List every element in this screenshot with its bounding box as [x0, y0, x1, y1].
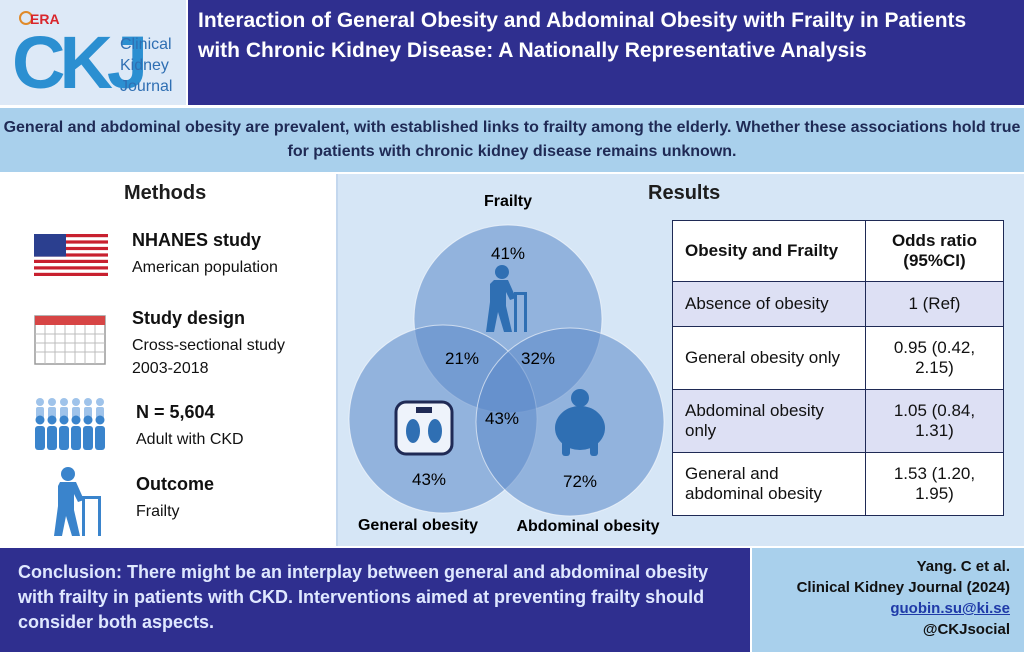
venn-pct-frailty-abdominal: 32%	[521, 349, 555, 368]
odds-ratio-table: Obesity and Frailty Odds ratio (95%CI) A…	[672, 220, 1005, 516]
table-cell-or: 0.95 (0.42, 2.15)	[864, 326, 1005, 390]
method-heading-nhanes: NHANES study	[132, 230, 262, 250]
us-flag-icon	[34, 234, 108, 276]
intro-text: General and abdominal obesity are preval…	[3, 119, 1021, 160]
venn-obese-icon	[555, 389, 605, 456]
page-title: Interaction of General Obesity and Abdom…	[198, 9, 967, 62]
journal-name-line-2: Kidney	[120, 57, 169, 74]
table-cell-group: General obesity only	[672, 326, 866, 390]
conclusion-banner: Conclusion: There might be an interplay …	[0, 548, 750, 652]
method-detail-nhanes: American population	[132, 259, 278, 276]
venn-pct-abdominal-only: 72%	[563, 472, 597, 491]
table-cell-group: General and abdominal obesity	[672, 452, 866, 516]
methods-title: Methods	[124, 182, 207, 204]
method-heading-sample: N = 5,604	[136, 402, 215, 422]
method-detail-design-2: 2003-2018	[132, 360, 209, 377]
venn-pct-all-three: 43%	[485, 409, 519, 428]
venn-pct-frailty-only: 41%	[491, 244, 525, 263]
venn-frailty-icon	[486, 265, 527, 332]
people-icon	[35, 398, 105, 450]
journal-name-line-1: Clinical	[120, 36, 172, 53]
citation-box: Yang. C et al. Clinical Kidney Journal (…	[752, 548, 1024, 652]
conclusion-text: Conclusion: There might be an interplay …	[18, 562, 709, 632]
header-banner: Interaction of General Obesity and Abdom…	[188, 0, 1024, 105]
citation-journal: Clinical Kidney Journal (2024)	[796, 579, 1010, 596]
table-row: General and abdominal obesity 1.53 (1.20…	[672, 452, 1005, 516]
venn-diagram: Frailty 41% 21% 32% 43% 43% 72% General …	[348, 193, 665, 535]
results-panel: Results Frailty 41% 21% 3	[338, 174, 1024, 546]
ckj-logo-icon: ERA CKJ	[12, 11, 150, 104]
table-cell-or: 1.05 (0.84, 1.31)	[864, 389, 1005, 453]
citation-authors: Yang. C et al.	[916, 558, 1010, 575]
table-header-group: Obesity and Frailty	[672, 220, 866, 282]
table-cell-group: Abdominal obesity only	[672, 389, 866, 453]
table-header-or: Odds ratio (95%CI)	[864, 220, 1005, 282]
table-cell-or: 1 (Ref)	[864, 281, 1005, 327]
citation-email-link[interactable]: guobin.su@ki.se	[890, 600, 1010, 617]
method-detail-outcome: Frailty	[136, 503, 180, 520]
venn-label-abdominal: Abdominal obesity	[516, 518, 659, 535]
era-logo-text: ERA	[30, 11, 60, 27]
table-row: Absence of obesity 1 (Ref)	[672, 281, 1005, 327]
ckj-logo-text: CKJ	[12, 21, 144, 104]
calendar-icon	[34, 315, 106, 365]
venn-pct-general-only: 43%	[412, 470, 446, 489]
venn-scale-icon	[394, 400, 454, 456]
results-title: Results	[648, 182, 721, 204]
methods-panel: Methods NHANES study American population…	[0, 174, 338, 546]
table-row: Abdominal obesity only 1.05 (0.84, 1.31)	[672, 389, 1005, 453]
table-row: General obesity only 0.95 (0.42, 2.15)	[672, 326, 1005, 390]
method-heading-design: Study design	[132, 308, 246, 328]
table-cell-or: 1.53 (1.20, 1.95)	[864, 452, 1005, 516]
method-detail-design-1: Cross-sectional study	[132, 337, 285, 354]
venn-label-general: General obesity	[358, 517, 478, 534]
elderly-walker-icon	[54, 467, 101, 536]
venn-label-frailty: Frailty	[484, 193, 532, 210]
venn-pct-frailty-general: 21%	[445, 349, 479, 368]
journal-name-line-3: Journal	[120, 78, 173, 95]
intro-banner: General and abdominal obesity are preval…	[0, 108, 1024, 172]
table-cell-group: Absence of obesity	[672, 281, 866, 327]
citation-social-handle: @CKJsocial	[922, 621, 1010, 638]
method-detail-sample: Adult with CKD	[136, 431, 244, 448]
method-heading-outcome: Outcome	[136, 474, 215, 494]
journal-logo: ERA CKJ Clinical Kidney Journal	[0, 0, 188, 105]
